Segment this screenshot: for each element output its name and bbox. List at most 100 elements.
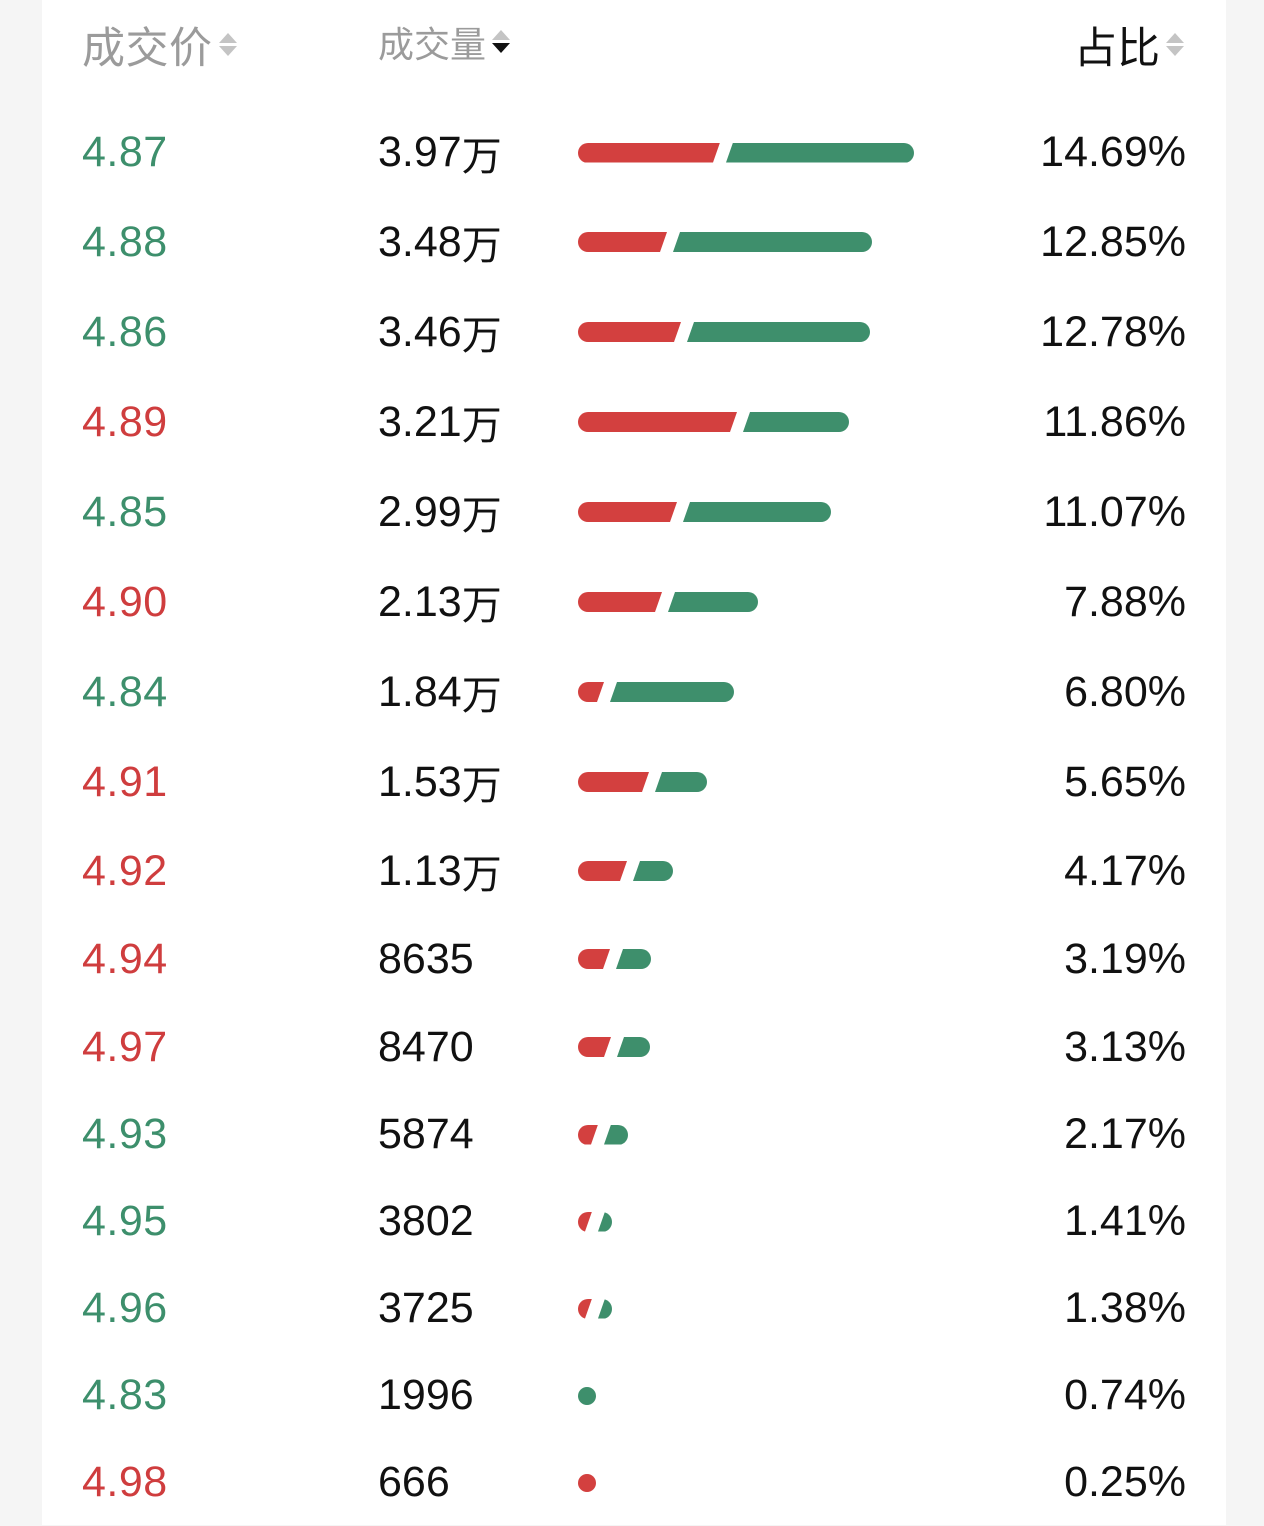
table-row[interactable]: 4.89 3.21 万 11.86%	[42, 377, 1226, 467]
table-row[interactable]: 4.93 5874 2.17%	[42, 1091, 1226, 1178]
trade-ratio: 11.07%	[1043, 487, 1186, 536]
buy-dot	[578, 1473, 596, 1492]
table-row[interactable]: 4.92 1.13 万 4.17%	[42, 827, 1226, 915]
table-row[interactable]: 4.98 666 0.25%	[42, 1439, 1226, 1526]
table-row[interactable]: 4.84 1.84 万 6.80%	[42, 647, 1226, 737]
buy-volume-bar	[578, 1125, 598, 1145]
trade-price: 4.92	[82, 846, 168, 895]
buy-volume-bar	[578, 412, 737, 432]
trade-volume: 1996	[378, 1352, 474, 1439]
table-row[interactable]: 4.87 3.97 万 14.69%	[42, 108, 1226, 197]
trade-volume: 1.53 万	[378, 737, 502, 827]
table-row[interactable]: 4.96 3725 1.38%	[42, 1265, 1226, 1352]
trade-volume-unit: 万	[461, 403, 502, 449]
sell-volume-bar	[633, 861, 673, 881]
sell-dot	[578, 1386, 596, 1405]
trade-volume-value: 1.13	[378, 846, 462, 895]
trade-ratio: 7.88%	[1064, 577, 1186, 626]
buy-volume-bar	[578, 1037, 611, 1057]
trade-price: 4.89	[82, 397, 168, 446]
table-row[interactable]: 4.88 3.48 万 12.85%	[42, 197, 1226, 287]
table-row[interactable]: 4.94 8635 3.19%	[42, 915, 1226, 1003]
trade-volume-value: 8635	[378, 934, 474, 983]
trade-price: 4.84	[82, 667, 168, 716]
trade-volume: 666	[378, 1439, 450, 1526]
trade-price: 4.90	[82, 577, 168, 626]
trade-ratio: 12.78%	[1040, 307, 1186, 356]
sort-by-price-button[interactable]: 成交价	[82, 0, 239, 90]
sort-by-ratio-button[interactable]: 占比	[1074, 0, 1186, 90]
sort-by-volume-button[interactable]: 成交量	[378, 18, 512, 66]
sell-volume-bar	[687, 322, 870, 342]
trade-volume-value: 3.48	[378, 217, 462, 266]
sort-desc-icon	[492, 27, 512, 57]
table-row[interactable]: 4.86 3.46 万 12.78%	[42, 287, 1226, 377]
sell-volume-bar	[726, 142, 914, 163]
table-row[interactable]: 4.95 3802 1.41%	[42, 1178, 1226, 1265]
trade-volume: 3802	[378, 1178, 474, 1265]
sell-volume-bar	[598, 1211, 612, 1232]
trade-distribution-panel: 成交价 成交量 占比 4.87 3.97 万 14.69% 4.88 3.48 万 12.85…	[42, 0, 1226, 1525]
buy-volume-bar	[578, 1212, 592, 1232]
trade-volume: 3.97 万	[378, 108, 502, 197]
sell-volume-bar	[604, 1124, 628, 1145]
trade-volume: 5874	[378, 1091, 474, 1178]
trade-price: 4.86	[82, 307, 168, 356]
trade-volume: 8470	[378, 1003, 474, 1091]
trade-price: 4.97	[82, 1022, 168, 1071]
trade-volume-value: 3.21	[378, 397, 462, 446]
trade-ratio: 11.86%	[1043, 397, 1186, 446]
trade-ratio: 3.13%	[1064, 1022, 1186, 1071]
table-row[interactable]: 4.91 1.53 万 5.65%	[42, 737, 1226, 827]
trade-ratio: 12.85%	[1040, 217, 1186, 266]
ratio-header-label: 占比	[1074, 24, 1160, 74]
sell-volume-bar	[668, 592, 758, 612]
buy-volume-bar	[578, 1299, 592, 1319]
sell-volume-bar	[598, 1298, 612, 1319]
trade-ratio: 6.80%	[1064, 667, 1186, 716]
trade-price: 4.94	[82, 934, 168, 983]
sort-arrows-icon	[218, 30, 239, 60]
trade-volume-value: 666	[378, 1458, 450, 1506]
buy-volume-bar	[578, 143, 720, 163]
trade-ratio: 14.69%	[1040, 128, 1186, 176]
table-row[interactable]: 4.85 2.99 万 11.07%	[42, 467, 1226, 557]
trade-ratio: 1.38%	[1064, 1284, 1186, 1332]
volume-header-label: 成交量	[378, 25, 487, 66]
sell-volume-bar	[617, 1037, 650, 1057]
trade-volume: 8635	[378, 915, 474, 1003]
trade-ratio: 5.65%	[1064, 757, 1186, 806]
trade-volume-unit: 万	[461, 133, 502, 180]
table-row[interactable]: 4.83 1996 0.74%	[42, 1352, 1226, 1439]
trade-volume: 3.48 万	[378, 197, 502, 287]
trade-ratio: 0.25%	[1064, 1458, 1186, 1506]
trade-price: 4.91	[82, 757, 168, 806]
sell-volume-bar	[655, 772, 707, 792]
trade-ratio: 2.17%	[1064, 1110, 1186, 1158]
buy-volume-bar	[578, 772, 649, 792]
table-row[interactable]: 4.90 2.13 万 7.88%	[42, 557, 1226, 647]
buy-volume-bar	[578, 322, 681, 342]
buy-volume-bar	[578, 502, 677, 522]
buy-volume-bar	[578, 592, 662, 612]
trade-volume-unit: 万	[461, 493, 502, 539]
trade-volume: 3.21 万	[378, 377, 502, 467]
buy-volume-bar	[578, 232, 667, 252]
trade-volume-unit: 万	[461, 673, 502, 719]
sell-volume-bar	[743, 412, 849, 432]
trade-volume-value: 8470	[378, 1022, 474, 1071]
buy-volume-bar	[578, 861, 627, 881]
trade-price: 4.96	[82, 1284, 168, 1332]
trade-price: 4.88	[82, 217, 168, 266]
trade-volume-unit: 万	[461, 223, 502, 269]
trade-ratio: 1.41%	[1064, 1197, 1186, 1245]
buy-volume-bar	[578, 682, 604, 702]
trade-price: 4.83	[82, 1371, 168, 1419]
sell-volume-bar	[683, 502, 831, 522]
table-header: 成交价 成交量 占比	[42, 0, 1226, 90]
trade-volume: 3725	[378, 1265, 474, 1352]
table-row[interactable]: 4.97 8470 3.13%	[42, 1003, 1226, 1091]
trade-price: 4.87	[82, 128, 168, 176]
trade-price: 4.98	[82, 1458, 168, 1506]
price-header-label: 成交价	[82, 24, 213, 74]
